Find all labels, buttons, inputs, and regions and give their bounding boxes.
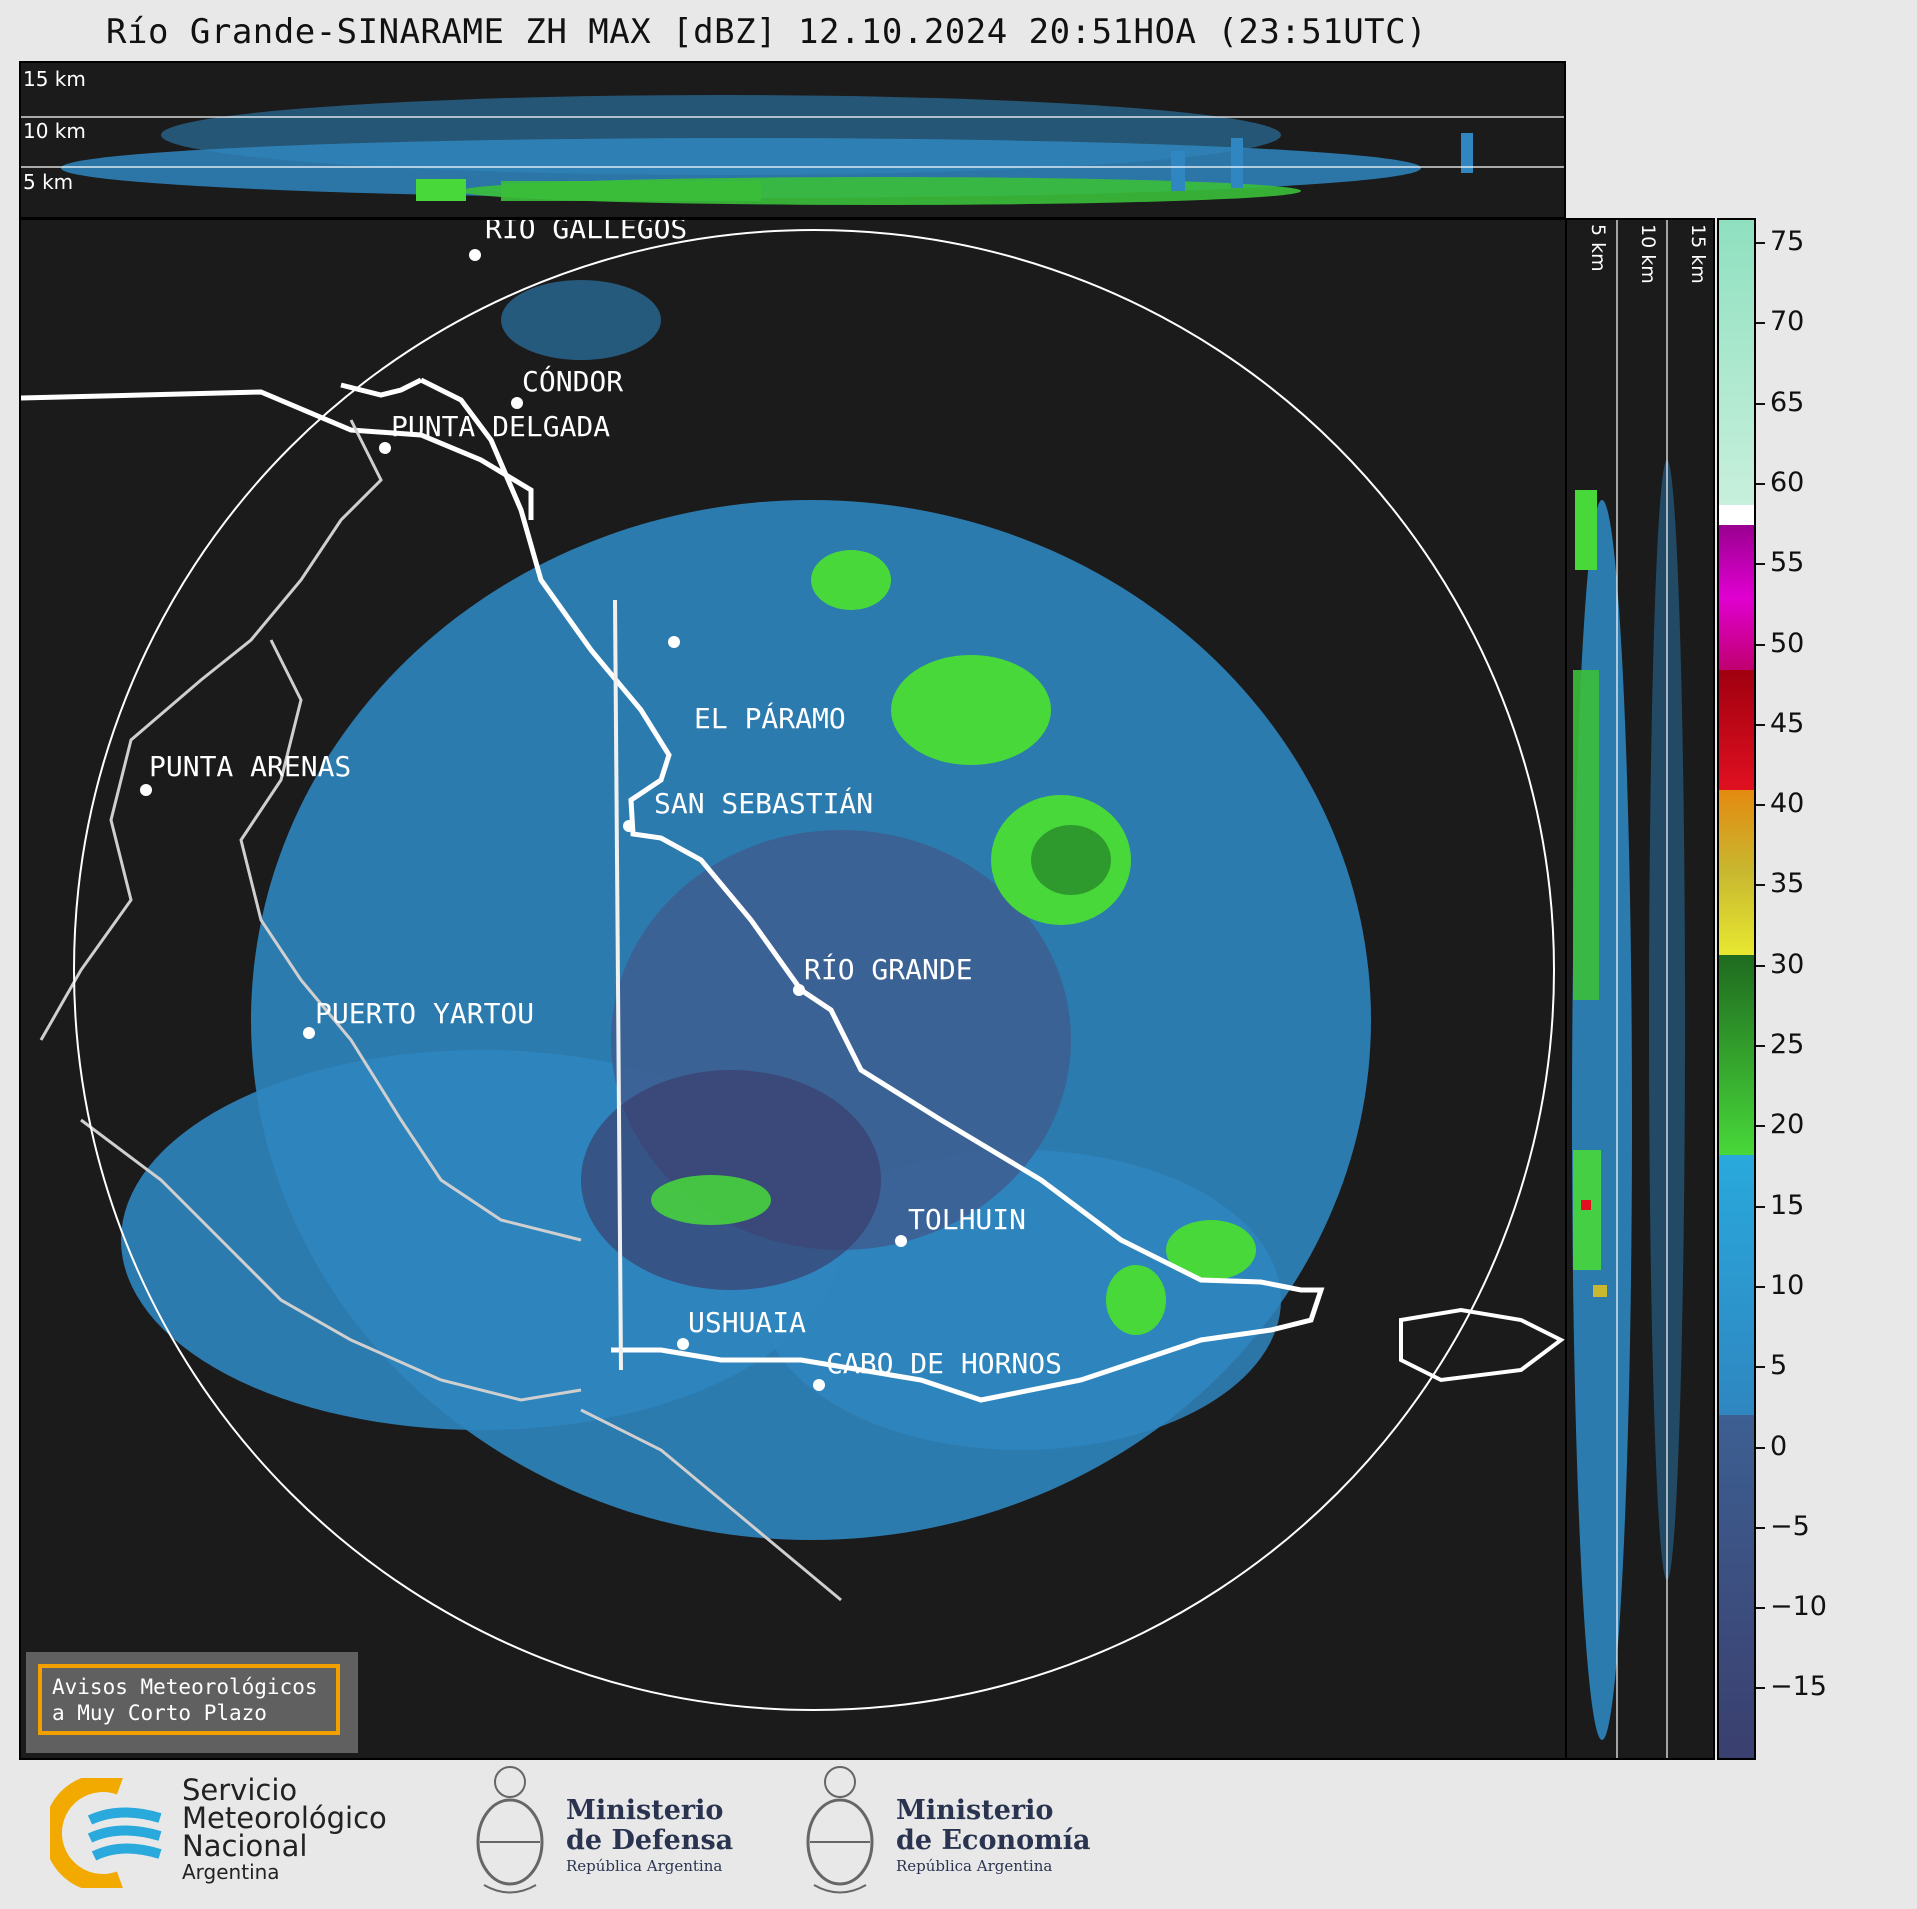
- smn-line-2: Meteorológico: [182, 1801, 387, 1835]
- smn-line-4: Argentina: [182, 1860, 280, 1884]
- colorbar-tick-label: 40: [1770, 788, 1805, 820]
- colorbar-tick-mark: [1756, 964, 1765, 967]
- colorbar-tick-label: 75: [1770, 226, 1805, 257]
- smn-line-3: Nacional: [182, 1829, 308, 1863]
- warning-line-2: a Muy Corto Plazo: [52, 1701, 267, 1725]
- colorbar-tick-label: 15: [1770, 1189, 1805, 1221]
- side-level-10km: 10 km: [1637, 224, 1659, 284]
- colorbar-tick-label: 55: [1770, 547, 1805, 579]
- defensa-line-1: Ministerio: [566, 1795, 724, 1826]
- colorbar-green-band: [1719, 955, 1754, 1155]
- side-level-15km: 15 km: [1687, 224, 1709, 284]
- colorbar-tick-label: 5: [1770, 1350, 1788, 1382]
- colorbar-red-band: [1719, 670, 1754, 790]
- radar-map: RÍO GALLEGOS CÓNDOR PUNTA DELGADA EL PÁR…: [19, 218, 1567, 1760]
- colorbar-tick-mark: [1756, 1045, 1765, 1047]
- city-label-el-paramo: EL PÁRAMO: [694, 702, 846, 735]
- colorbar-dark-band: [1719, 1415, 1754, 1758]
- city-label-cabo-de-hornos: CABO DE HORNOS: [826, 1347, 1063, 1380]
- defensa-coat-of-arms-icon: [476, 1766, 544, 1894]
- city-label-san-sebastian: SAN SEBASTIÁN: [654, 787, 874, 820]
- colorbar-tick-mark: [1756, 1205, 1765, 1208]
- colorbar-tick-label: 50: [1770, 627, 1805, 659]
- defensa-line-3: República Argentina: [566, 1857, 723, 1875]
- defensa-logo-text: Ministerio de Defensa República Argentin…: [566, 1796, 733, 1876]
- city-label-puerto-yartou: PUERTO YARTOU: [315, 997, 535, 1030]
- colorbar-tick-label: 25: [1770, 1029, 1805, 1060]
- colorbar-tick-label: −5: [1770, 1510, 1810, 1542]
- colorbar-tick-mark: [1756, 482, 1765, 485]
- city-label-tolhuin: TOLHUIN: [908, 1203, 1027, 1236]
- smn-line-1: Servicio: [182, 1773, 298, 1807]
- city-label-rio-gallegos: RÍO GALLEGOS: [485, 218, 688, 245]
- top-level-10km: 10 km: [23, 119, 86, 143]
- economia-logo-text: Ministerio de Economía República Argenti…: [896, 1796, 1090, 1876]
- city-label-condor: CÓNDOR: [522, 365, 624, 398]
- colorbar-mint-band: [1719, 220, 1754, 505]
- side-profile-echoes: [1572, 220, 1685, 1758]
- colorbar-tick-label: 30: [1770, 948, 1805, 980]
- colorbar-blue-band: [1719, 1155, 1754, 1415]
- economia-line-1: Ministerio: [896, 1795, 1054, 1826]
- colorbar-tick-mark: [1756, 1607, 1765, 1610]
- economia-line-2: de Economía: [896, 1825, 1091, 1856]
- colorbar-tick-mark: [1756, 1446, 1765, 1449]
- top-level-5km: 5 km: [23, 170, 74, 194]
- dbz-colorbar: [1717, 218, 1756, 1760]
- economia-line-3: República Argentina: [896, 1857, 1053, 1875]
- colorbar-tick-label: 45: [1770, 707, 1805, 739]
- side-level-5km: 5 km: [1587, 224, 1609, 272]
- colorbar-tick-mark: [1756, 884, 1765, 887]
- city-label-ushuaia: USHUAIA: [688, 1306, 807, 1339]
- city-label-punta-delgada: PUNTA DELGADA: [391, 410, 611, 443]
- colorbar-tick-mark: [1756, 563, 1765, 566]
- defensa-line-2: de Defensa: [566, 1825, 734, 1856]
- colorbar-tick-label: 10: [1770, 1269, 1805, 1301]
- colorbar-tick-label: −10: [1770, 1591, 1827, 1623]
- colorbar-tick-mark: [1756, 723, 1765, 726]
- colorbar-tick-label: 60: [1770, 466, 1805, 498]
- map-title: Río Grande-SINARAME ZH MAX [dBZ] 12.10.2…: [106, 12, 1428, 52]
- colorbar-tick-mark: [1756, 242, 1765, 244]
- colorbar-tick-mark: [1756, 1285, 1765, 1288]
- colorbar-white-band: [1719, 505, 1754, 525]
- side-height-profile: 5 km 10 km 15 km: [1565, 218, 1715, 1760]
- colorbar-tick-mark: [1756, 1366, 1765, 1369]
- smn-logo-icon: [50, 1778, 162, 1888]
- colorbar-tick-label: 35: [1770, 868, 1805, 900]
- colorbar-tick-label: 20: [1770, 1109, 1805, 1141]
- top-height-profile: 15 km 10 km 5 km: [19, 61, 1566, 219]
- radar-echo-field: [21, 229, 1565, 1711]
- colorbar-tick-mark: [1756, 1526, 1765, 1529]
- colorbar-tick-mark: [1756, 643, 1765, 646]
- colorbar-tick-label: 0: [1770, 1430, 1788, 1462]
- colorbar-tick-mark: [1756, 804, 1765, 807]
- colorbar-magenta-band: [1719, 525, 1754, 670]
- warning-line-1: Avisos Meteorológicos: [52, 1675, 318, 1699]
- colorbar-tick-mark: [1756, 1687, 1765, 1690]
- colorbar-tick-label: 70: [1770, 306, 1805, 338]
- colorbar-yellow-band: [1719, 790, 1754, 955]
- warning-box[interactable]: Avisos Meteorológicos a Muy Corto Plazo: [26, 1652, 358, 1753]
- top-level-15km: 15 km: [23, 67, 86, 91]
- colorbar-tick-mark: [1756, 322, 1765, 325]
- city-label-punta-arenas: PUNTA ARENAS: [149, 750, 352, 783]
- warning-box-inner: Avisos Meteorológicos a Muy Corto Plazo: [38, 1664, 340, 1735]
- smn-logo-text: Servicio Meteorológico Nacional Argentin…: [182, 1773, 387, 1885]
- colorbar-tick-mark: [1756, 402, 1765, 405]
- top-profile-echoes: [21, 95, 1564, 205]
- colorbar-tick-mark: [1756, 1125, 1765, 1128]
- city-label-rio-grande: RÍO GRANDE: [804, 953, 973, 986]
- economia-coat-of-arms-icon: [806, 1766, 874, 1894]
- colorbar-tick-label: −15: [1770, 1671, 1827, 1703]
- colorbar-tick-label: 65: [1770, 386, 1805, 418]
